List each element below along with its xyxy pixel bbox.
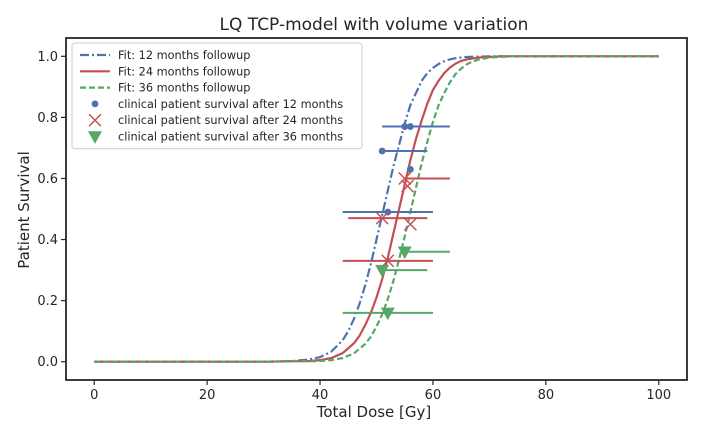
plot-frame (65, 37, 688, 381)
x-tick-label: 100 (646, 388, 671, 403)
chart-title: LQ TCP-model with volume variation (220, 15, 529, 35)
fit-line-2 (94, 55, 659, 363)
legend-marker-swatch (91, 100, 99, 108)
x-tick-label: 20 (199, 388, 216, 403)
x-tick-label: 60 (425, 388, 442, 403)
legend-marker-swatch (88, 113, 102, 127)
y-tick-label: 0.4 (37, 233, 58, 248)
legend-label: Fit: 24 months followup (118, 65, 250, 78)
x-axis-label: Total Dose [Gy] (316, 403, 432, 421)
data-point (398, 171, 412, 185)
x-tick-label: 0 (90, 388, 98, 403)
y-tick-label: 0.2 (37, 294, 58, 309)
data-point (375, 264, 390, 278)
fit-line-3 (94, 55, 659, 363)
legend-label: Fit: 12 months followup (118, 49, 250, 62)
data-point (403, 217, 417, 231)
legend-label: clinical patient survival after 24 month… (118, 114, 343, 127)
y-tick-label: 0.0 (37, 355, 58, 370)
legend-marker-swatch (88, 131, 102, 144)
y-tick-label: 0.8 (37, 111, 58, 126)
legend-label: Fit: 36 months followup (118, 82, 250, 95)
data-point (406, 123, 414, 130)
plot-area: 0 20 40 60 80 100 0.0 0.2 0.4 0.6 0.8 1.0 (37, 37, 688, 403)
y-tick-label: 1.0 (37, 50, 58, 65)
legend-label: clinical patient survival after 12 month… (118, 98, 343, 111)
x-tick-label: 40 (312, 388, 329, 403)
data-point (406, 165, 414, 173)
data-point (378, 147, 386, 155)
legend-label: clinical patient survival after 36 month… (118, 131, 343, 144)
data-point (401, 123, 409, 130)
y-tick-label: 0.6 (37, 172, 58, 187)
data-point (401, 179, 415, 193)
legend-box (71, 42, 363, 150)
x-tick-label: 80 (538, 388, 555, 403)
y-axis-label: Patient Survival (15, 151, 33, 268)
data-point (397, 246, 412, 260)
data-point (375, 211, 389, 225)
fit-line-1 (94, 55, 659, 363)
legend: Fit: 12 months followup Fit: 24 months fo… (71, 42, 363, 150)
data-point (380, 307, 395, 321)
